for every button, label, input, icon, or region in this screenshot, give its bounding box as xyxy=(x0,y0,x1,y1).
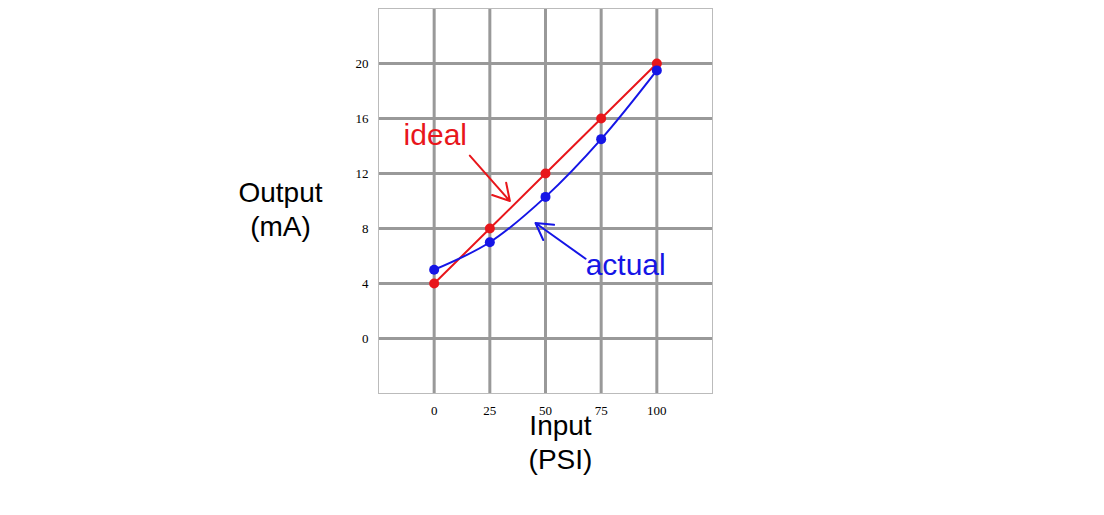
svg-text:20: 20 xyxy=(356,56,369,71)
svg-text:12: 12 xyxy=(356,166,369,181)
svg-text:Input(PSI): Input(PSI) xyxy=(529,410,593,475)
svg-text:0: 0 xyxy=(362,331,369,346)
svg-text:ideal: ideal xyxy=(404,118,467,151)
svg-text:0: 0 xyxy=(431,403,438,418)
svg-text:75: 75 xyxy=(595,403,608,418)
svg-text:25: 25 xyxy=(483,403,496,418)
svg-text:actual: actual xyxy=(586,248,666,281)
svg-text:Output(mA): Output(mA) xyxy=(238,177,322,242)
svg-text:4: 4 xyxy=(362,276,369,291)
svg-text:100: 100 xyxy=(647,403,667,418)
svg-text:8: 8 xyxy=(362,221,369,236)
svg-text:16: 16 xyxy=(356,111,370,126)
